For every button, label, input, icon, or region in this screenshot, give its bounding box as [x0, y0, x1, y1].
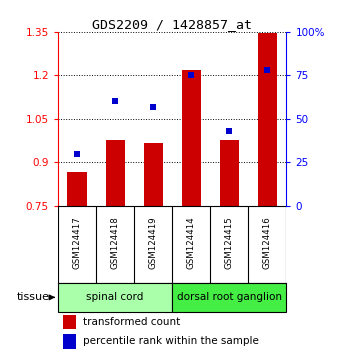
Bar — [172, 283, 286, 312]
Bar — [220, 141, 239, 206]
Bar — [182, 69, 201, 206]
Bar — [258, 33, 277, 206]
Text: tissue: tissue — [17, 292, 49, 302]
Bar — [62, 315, 76, 329]
Bar — [58, 283, 172, 312]
Point — [189, 73, 194, 78]
Text: GSM124419: GSM124419 — [149, 216, 158, 269]
Bar — [62, 334, 76, 349]
Point — [74, 151, 80, 156]
Text: dorsal root ganglion: dorsal root ganglion — [177, 292, 282, 302]
Bar — [68, 172, 87, 206]
Bar — [106, 141, 124, 206]
Bar — [144, 143, 163, 206]
Point — [150, 104, 156, 109]
Text: GSM124415: GSM124415 — [225, 216, 234, 269]
Text: percentile rank within the sample: percentile rank within the sample — [83, 336, 259, 346]
Point — [113, 98, 118, 104]
Point — [265, 67, 270, 73]
Text: GSM124417: GSM124417 — [73, 216, 81, 269]
Point — [226, 128, 232, 134]
Text: spinal cord: spinal cord — [86, 292, 144, 302]
Text: transformed count: transformed count — [83, 317, 180, 327]
Title: GDS2209 / 1428857_at: GDS2209 / 1428857_at — [92, 18, 252, 31]
Text: GSM124414: GSM124414 — [187, 216, 196, 269]
Text: GSM124418: GSM124418 — [110, 216, 120, 269]
Text: GSM124416: GSM124416 — [263, 216, 272, 269]
